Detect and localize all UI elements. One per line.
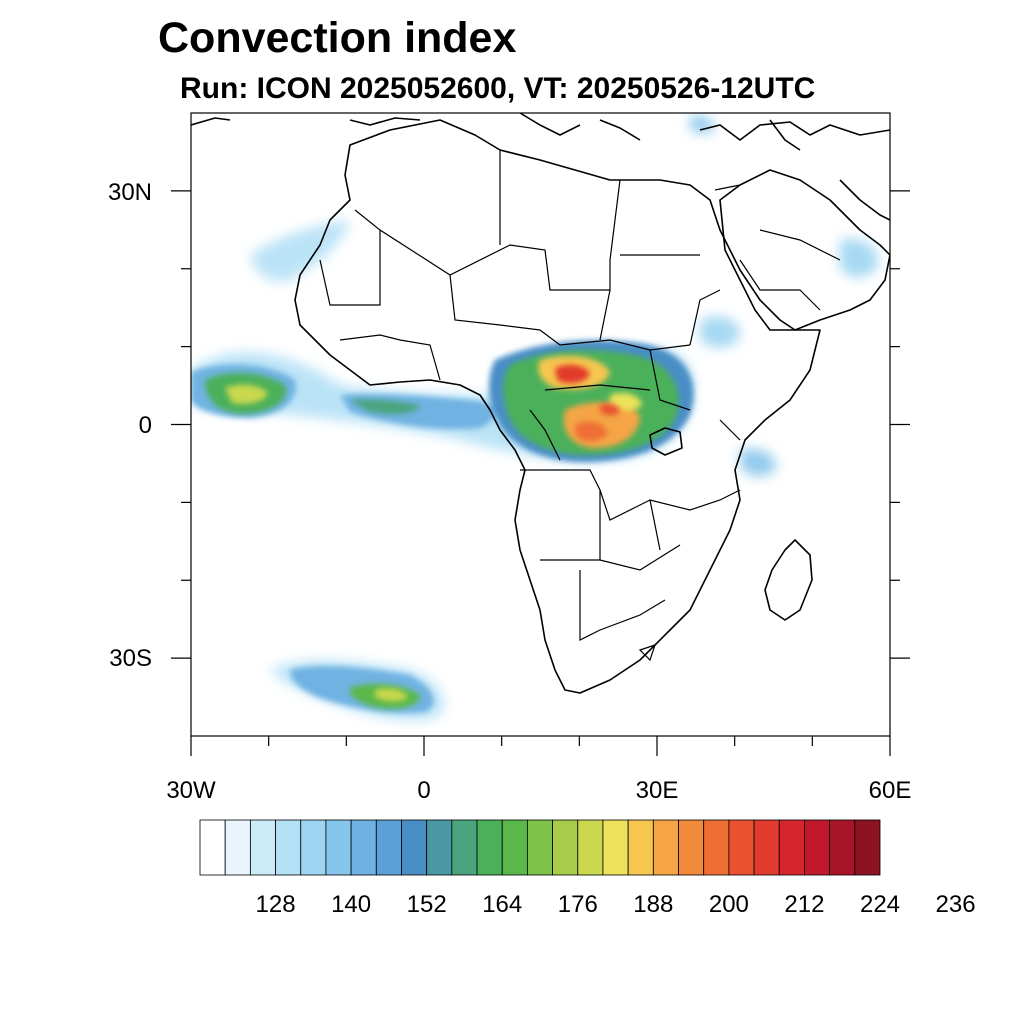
colorbar-swatch	[577, 819, 604, 876]
colorbar-label: 128	[256, 891, 296, 918]
colorbar-swatch	[703, 819, 730, 876]
colorbar-label: 224	[860, 891, 900, 918]
colorbar-swatch	[678, 819, 705, 876]
colorbar-swatch	[854, 819, 881, 876]
lat-label-30n: 30N	[108, 179, 152, 206]
colorbar-swatch	[829, 819, 856, 876]
convection-field	[191, 115, 879, 721]
lat-label-0: 0	[139, 412, 152, 439]
colorbar-swatch	[249, 819, 276, 876]
colorbar-swatch	[476, 819, 503, 876]
colorbar-swatch	[325, 819, 352, 876]
colorbar-label: 236	[936, 891, 976, 918]
lon-label-30e: 30E	[636, 777, 679, 804]
lon-label-0: 0	[417, 777, 430, 804]
colorbar-label: 212	[784, 891, 824, 918]
axis-ticks	[171, 190, 910, 756]
country-borders	[319, 150, 841, 662]
colorbar-label: 164	[482, 891, 522, 918]
lat-label-30s: 30S	[109, 645, 152, 672]
colorbar-label: 140	[331, 891, 371, 918]
colorbar-swatch	[501, 819, 528, 876]
colorbar-swatch	[224, 819, 251, 876]
colorbar-swatch	[451, 819, 478, 876]
colorbar	[199, 819, 881, 876]
colorbar-label: 200	[709, 891, 749, 918]
colorbar-labels: 128 140 152 164 176 188 200 212 224 236	[256, 891, 976, 918]
colorbar-swatch	[602, 819, 629, 876]
coastlines	[191, 113, 890, 694]
colorbar-swatch	[350, 819, 377, 876]
colorbar-swatch	[552, 819, 579, 876]
chart-title: Convection index	[158, 14, 517, 62]
colorbar-swatch	[728, 819, 755, 876]
colorbar-swatch	[375, 819, 402, 876]
colorbar-swatch	[401, 819, 428, 876]
colorbar-swatch	[300, 819, 327, 876]
colorbar-swatch	[627, 819, 654, 876]
colorbar-swatch	[778, 819, 805, 876]
colorbar-swatch	[275, 819, 302, 876]
colorbar-label: 176	[558, 891, 598, 918]
lon-label-60e: 60E	[869, 777, 912, 804]
chart-subtitle: Run: ICON 2025052600, VT: 20250526-12UTC	[180, 72, 816, 105]
colorbar-swatch	[426, 819, 453, 876]
colorbar-swatch	[527, 819, 553, 876]
lon-label-30w: 30W	[166, 777, 216, 804]
colorbar-label: 152	[407, 891, 447, 918]
colorbar-swatch	[804, 819, 831, 876]
colorbar-swatch	[199, 819, 226, 876]
colorbar-label: 188	[633, 891, 673, 918]
colorbar-swatch	[753, 819, 780, 876]
colorbar-swatch	[652, 819, 679, 876]
